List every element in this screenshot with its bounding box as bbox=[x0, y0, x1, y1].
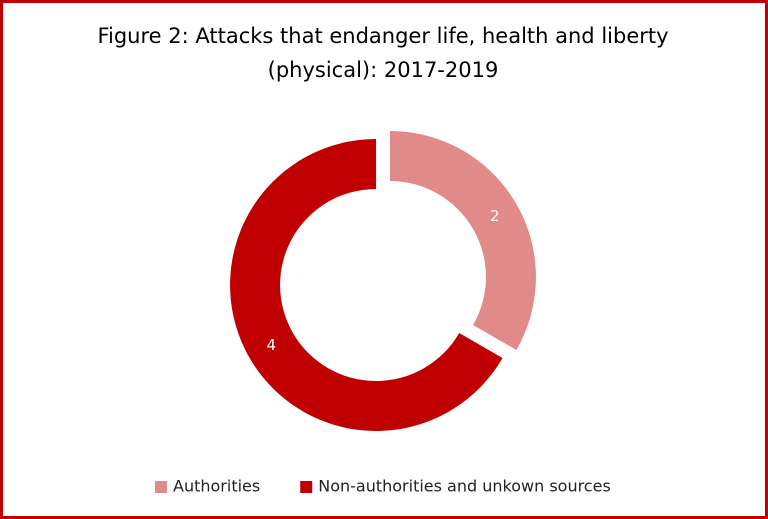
data-label: 2 bbox=[490, 207, 500, 225]
legend-swatch bbox=[155, 481, 167, 493]
donut-slice bbox=[230, 139, 503, 431]
legend-label: Non-authorities and unkown sources bbox=[318, 477, 611, 496]
legend-swatch bbox=[300, 481, 313, 493]
donut-slice bbox=[389, 131, 536, 350]
chart-title: Figure 2: Attacks that endanger life, he… bbox=[97, 24, 669, 82]
legend-label: Authorities bbox=[173, 477, 260, 496]
chart: 2 4 Authorities Non-authorities and unkown … bbox=[155, 131, 611, 496]
data-label: 4 bbox=[267, 336, 277, 354]
